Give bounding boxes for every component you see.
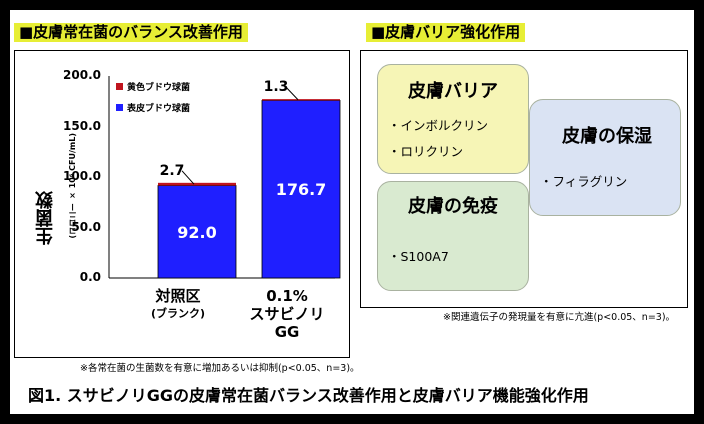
barrier-item: ・ロリクリン — [388, 144, 464, 159]
category-sub: (ブランク) — [150, 307, 206, 320]
moisture-item: ・フィラグリン — [540, 174, 628, 189]
data-label-epidermidis: 176.7 — [276, 180, 327, 199]
barrier-box-title: 皮膚バリア — [408, 81, 498, 102]
moisture-box-title: 皮膚の保湿 — [562, 126, 652, 147]
data-label-aureus: 1.3 — [264, 79, 289, 95]
legend: 黄色ブドウ球菌 表皮ブドウ球菌 — [116, 81, 190, 114]
right-footnote: ※関連遺伝子の発現量を有意に亢進(p<0.05、n=3)。 — [443, 312, 676, 323]
x-category-label: 0.1% スサビノリ GG — [249, 287, 325, 341]
bar-aureus — [262, 99, 340, 101]
bar-epidermidis — [261, 100, 341, 279]
figure-caption: 図1. スサビノリGGの皮膚常在菌バランス改善作用と皮膚バリア機能強化作用 — [28, 386, 589, 405]
legend-swatch-epidermidis — [116, 104, 123, 111]
data-label-epidermidis: 92.0 — [177, 223, 216, 242]
barrier-panel: 皮膚バリア ・インボルクリン ・ロリクリン 皮膚の保湿 ・フィラグリン 皮膚の免… — [360, 50, 688, 308]
y-tick-label: 0.0 — [79, 270, 101, 284]
figure-frame: ■皮膚常在菌のバランス改善作用 生菌数 (コロニー × 10⁶ CFU/mL) … — [10, 10, 694, 414]
legend-swatch-aureus — [116, 83, 123, 90]
left-footnote: ※各常在菌の生菌数を有意に増加あるいは抑制(p<0.05、n=3)。 — [80, 363, 360, 374]
y-tick-label: 150.0 — [63, 119, 101, 133]
y-tick-label: 50.0 — [71, 220, 101, 234]
immunity-box-title: 皮膚の免疫 — [408, 196, 498, 217]
label-leader-line — [181, 170, 195, 185]
y-tick-label: 200.0 — [63, 68, 101, 82]
chart-panel: 生菌数 (コロニー × 10⁶ CFU/mL) 200.0 150.0 100.… — [14, 50, 350, 358]
x-category-label: 対照区 (ブランク) — [133, 287, 223, 323]
label-leader-line — [285, 86, 299, 101]
immunity-item: ・S100A7 — [388, 249, 449, 264]
left-panel-title: ■皮膚常在菌のバランス改善作用 — [14, 23, 248, 42]
bar-chart: 92.0 2.7 176.7 1.3 黄色ブドウ球菌 表皮ブドウ球菌 — [108, 76, 341, 279]
bar-aureus — [158, 182, 236, 186]
category-main: 対照区 — [155, 287, 201, 305]
legend-label-epidermidis: 表皮ブドウ球菌 — [126, 102, 190, 114]
moisture-box: 皮膚の保湿 ・フィラグリン — [529, 99, 681, 216]
right-panel-title: ■皮膚バリア強化作用 — [366, 23, 526, 42]
barrier-box: 皮膚バリア ・インボルクリン ・ロリクリン — [377, 64, 529, 174]
legend-label-aureus: 黄色ブドウ球菌 — [127, 81, 190, 93]
barrier-item: ・インボルクリン — [388, 118, 489, 133]
y-tick-label: 100.0 — [63, 169, 101, 183]
bar-epidermidis — [157, 185, 237, 279]
data-label-aureus: 2.7 — [160, 163, 185, 179]
immunity-box: 皮膚の免疫 ・S100A7 — [377, 181, 529, 291]
